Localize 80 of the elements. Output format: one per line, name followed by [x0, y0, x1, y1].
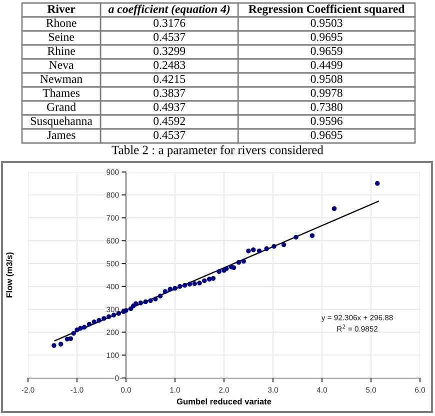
point — [178, 284, 182, 289]
point — [58, 342, 64, 347]
point — [172, 286, 178, 291]
point — [124, 308, 128, 313]
text: 0.9659 — [310, 46, 342, 56]
point — [224, 266, 229, 271]
point — [187, 282, 192, 287]
text: Seine — [48, 33, 74, 41]
point — [216, 269, 222, 274]
point — [78, 326, 83, 331]
point — [332, 206, 337, 212]
point — [133, 301, 138, 306]
text: 0.3299 — [154, 46, 186, 56]
text: 0.3837 — [154, 88, 186, 98]
point — [153, 296, 158, 302]
text: Neva — [49, 61, 74, 69]
text: Table 2 : a parameter for rivers considered — [112, 145, 324, 157]
point — [281, 242, 286, 248]
point — [210, 276, 216, 281]
point — [192, 281, 197, 286]
point — [102, 316, 106, 321]
text: 0.2483 — [154, 60, 186, 70]
point — [128, 306, 134, 312]
text: 0.4592 — [154, 116, 185, 126]
text: 0.4215 — [154, 74, 186, 84]
point — [138, 300, 144, 306]
point — [256, 248, 262, 254]
point — [148, 298, 153, 304]
point — [96, 318, 102, 323]
point — [71, 330, 76, 336]
text: 0.9508 — [310, 74, 342, 84]
text: Regression Coefficient squared — [248, 4, 405, 16]
text: 0.4537 — [154, 32, 186, 42]
text: 0.9695 — [310, 32, 342, 42]
point — [82, 324, 87, 330]
text: Newman — [40, 75, 82, 83]
text: 0.9695 — [310, 130, 342, 140]
text: 0.9596 — [310, 116, 342, 126]
point — [68, 336, 74, 342]
point — [246, 248, 251, 254]
text: 0.4499 — [310, 60, 342, 70]
text: 0.4937 — [154, 102, 186, 112]
text: Rhone — [46, 18, 76, 27]
text: James — [47, 131, 76, 139]
point — [202, 278, 207, 284]
point — [236, 260, 242, 265]
point — [168, 286, 172, 292]
point — [241, 258, 246, 264]
text: 0.3176 — [154, 18, 186, 28]
text: a coefficient (equation 4) — [108, 4, 230, 16]
text: 0.4537 — [154, 130, 186, 140]
point — [231, 265, 236, 270]
point — [294, 234, 298, 240]
point — [106, 314, 112, 320]
point — [182, 282, 188, 288]
y-axis-title: Flow (m3/s) — [6, 252, 14, 298]
point — [251, 247, 256, 252]
point — [86, 322, 92, 327]
point — [272, 244, 276, 249]
point — [158, 294, 163, 298]
point — [111, 312, 116, 318]
point — [162, 289, 168, 294]
point — [374, 181, 380, 186]
text: Susquehanna — [30, 116, 92, 128]
x-axis-title: Gumbel reduced variate — [176, 398, 272, 404]
text: Grand — [47, 102, 76, 111]
text: 0.9503 — [310, 18, 342, 28]
point — [74, 328, 80, 332]
text: 0.9978 — [310, 88, 342, 98]
point — [52, 343, 56, 348]
text: Rhine — [48, 46, 75, 55]
point — [206, 276, 212, 282]
point — [197, 280, 202, 286]
text: 0.7380 — [310, 102, 342, 112]
text: River — [47, 4, 76, 13]
point — [310, 233, 315, 238]
text: Thames — [42, 88, 80, 97]
point — [264, 246, 270, 252]
point — [92, 320, 97, 324]
point — [143, 299, 148, 304]
